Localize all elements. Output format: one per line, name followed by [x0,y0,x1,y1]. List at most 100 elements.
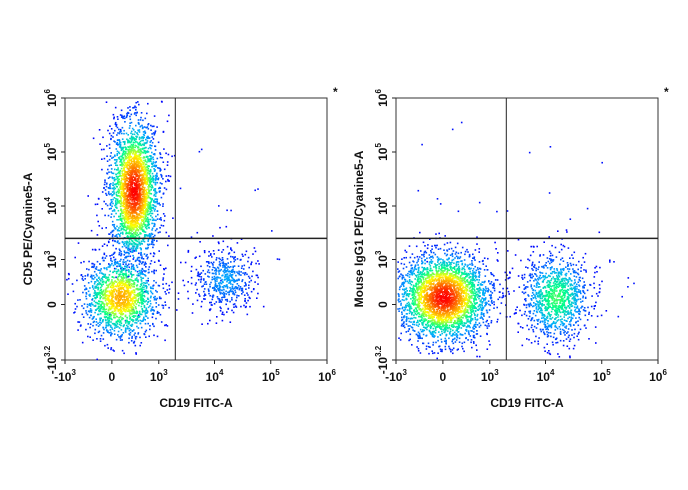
event-dot [95,287,97,289]
event-dot [502,292,504,294]
event-dot [99,338,102,340]
event-dot [139,313,142,316]
event-dot [143,310,146,312]
event-dot [129,292,132,294]
event-dot [99,283,102,285]
event-dot [113,333,116,335]
event-dot [146,209,148,212]
event-dot [127,164,130,167]
event-dot [111,254,113,256]
event-dot [120,203,123,205]
event-dot [145,291,148,294]
event-dot [131,308,133,311]
event-dot [134,230,137,233]
event-dot [89,326,91,329]
event-dot [130,297,132,300]
event-dot [124,185,127,187]
event-dot [123,301,125,304]
event-dot [151,306,154,309]
event-dot [156,218,159,220]
event-dot [142,162,144,164]
event-dot [133,188,136,190]
event-dot [130,130,133,133]
event-dot [248,266,250,269]
event-dot [227,270,230,273]
event-dot [74,256,76,259]
event-dot [136,285,138,287]
event-dot [133,220,135,223]
event-dot [472,341,475,343]
event-dot [132,274,135,276]
event-dot [129,145,131,148]
event-dot [222,240,225,243]
event-dot [130,159,133,162]
event-dot [144,214,147,216]
event-dot [101,245,104,247]
event-dot [533,264,536,266]
event-dot [220,268,222,271]
event-dot [137,314,140,316]
event-dot [130,136,133,139]
event-dot [476,355,478,358]
event-dot [460,121,463,124]
event-dot [146,191,148,194]
event-dot [140,289,143,291]
event-dot [119,263,122,265]
event-dot [98,129,101,131]
event-dot [106,172,109,175]
event-dot [127,141,129,144]
event-dot [139,261,142,263]
event-dot [99,263,101,265]
event-dot [131,319,134,321]
event-dot [126,264,129,267]
event-dot [74,311,76,313]
event-dot [113,291,116,293]
event-dot [132,166,134,168]
event-dot [133,167,136,169]
event-dot [140,157,142,159]
event-dot [107,297,110,300]
event-dot [131,185,133,187]
event-dot [228,282,230,284]
event-dot [230,255,232,258]
event-dot [137,166,139,168]
x-tick-label: 106 [318,368,336,384]
event-dot [254,281,256,283]
event-dot [142,302,144,305]
event-dot [74,308,77,310]
event-dot [125,151,127,153]
event-dot [122,146,125,149]
event-dot [113,329,116,332]
event-dot [138,129,141,131]
event-dot [229,300,231,303]
event-dot [132,289,135,291]
event-dot [85,293,88,295]
event-dot [135,124,137,127]
event-dot [121,269,124,271]
event-dot [130,304,133,307]
event-dot [130,243,132,246]
event-dot [124,117,126,120]
event-dot [126,204,129,207]
event-dot [139,178,142,181]
event-dot [117,334,119,336]
event-dot [142,178,144,181]
event-dot [120,217,122,220]
event-dot [110,164,112,166]
event-dot [144,215,147,218]
event-dot [145,195,148,198]
event-dot [213,303,216,305]
event-dot [92,339,94,341]
event-dot [213,278,216,280]
event-dot [85,295,87,298]
event-dot [172,217,174,219]
event-dot [153,193,156,196]
event-dot [151,210,153,212]
event-dot [217,288,219,290]
event-dot [123,193,126,195]
event-dot [98,330,101,333]
event-dot [165,293,167,295]
event-dot [126,306,129,309]
event-dot [213,253,215,255]
event-dot [134,149,136,152]
